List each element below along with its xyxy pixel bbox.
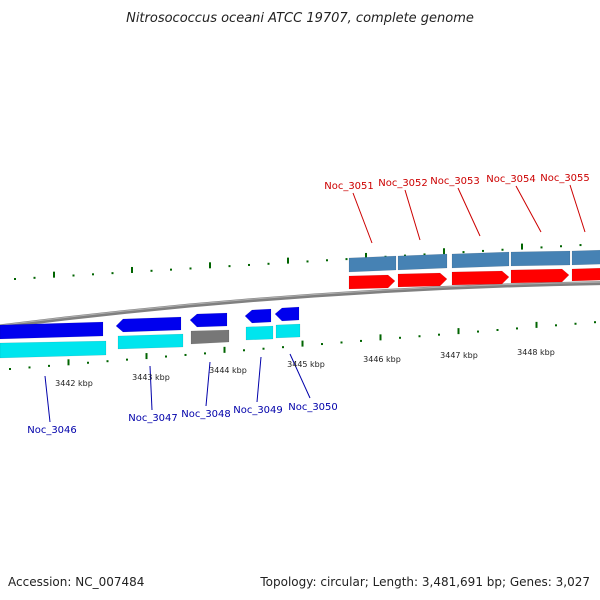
ruler-label: 3445 kbp xyxy=(287,360,325,369)
gene-label-noc-3054: Noc_3054 xyxy=(486,174,536,185)
leader-line xyxy=(457,187,481,237)
gene-label-noc-3053: Noc_3053 xyxy=(430,176,480,187)
pseudo-gene-noc-3048 xyxy=(190,329,230,345)
leader-line xyxy=(256,356,262,403)
gene-noc-3047 xyxy=(117,333,184,350)
cds-noc-3050 xyxy=(274,306,300,322)
gene-label-noc-3047: Noc_3047 xyxy=(128,413,178,424)
ruler-label: 3444 kbp xyxy=(209,366,247,375)
ruler-label: 3443 kbp xyxy=(132,373,170,382)
ruler-label: 3448 kbp xyxy=(517,348,555,357)
gene-noc-3046 xyxy=(0,340,107,359)
topology-text: Topology: circular; Length: 3,481,691 bp… xyxy=(259,575,590,589)
cds-noc-3052 xyxy=(397,272,448,288)
gene-label-noc-3046: Noc_3046 xyxy=(27,425,77,436)
ruler-label: 3446 kbp xyxy=(363,355,401,364)
cds-noc-3049 xyxy=(244,308,272,324)
leader-line xyxy=(205,361,211,407)
ruler-label: 3442 kbp xyxy=(55,379,93,388)
gene-label-noc-3048: Noc_3048 xyxy=(181,409,231,420)
genome-backbone-highlight xyxy=(0,281,600,326)
gene-noc-3054 xyxy=(510,250,571,267)
lower-tick-row xyxy=(9,321,596,370)
gene-noc-3051 xyxy=(397,253,448,271)
gene-labels: Noc_3046 Noc_3047 Noc_3048 Noc_3049 Noc_3050… xyxy=(27,173,590,436)
cds-noc-3053 xyxy=(451,270,510,286)
gene-features xyxy=(0,249,600,359)
pseudo-noc-3048 xyxy=(189,312,228,328)
cds-noc-3051 xyxy=(348,274,396,290)
gene-label-noc-3051: Noc_3051 xyxy=(324,181,374,192)
cds-noc-3046 xyxy=(0,321,104,340)
gene-noc-3051 xyxy=(348,255,397,273)
cds-noc-3054 xyxy=(510,268,570,284)
label-leaders xyxy=(44,184,586,423)
gene-label-noc-3055: Noc_3055 xyxy=(540,173,590,184)
gene-label-noc-3050: Noc_3050 xyxy=(288,402,338,413)
gene-label-noc-3049: Noc_3049 xyxy=(233,405,283,416)
leader-line xyxy=(515,185,542,233)
gene-label-noc-3052: Noc_3052 xyxy=(378,178,428,189)
cds-noc-3055 xyxy=(571,267,600,282)
leader-line xyxy=(352,192,373,244)
accession-text: Accession: NC_007484 xyxy=(8,575,144,589)
gene-noc-3050 xyxy=(275,323,301,339)
genome-backbone xyxy=(0,281,600,329)
gene-noc-3053 xyxy=(451,251,510,269)
leader-line xyxy=(149,365,153,411)
map-title: Nitrosococcus oceani ATCC 19707, complet… xyxy=(126,11,474,26)
leader-line xyxy=(404,189,421,241)
gene-noc-3055 xyxy=(571,249,600,266)
leader-line xyxy=(569,184,586,233)
leader-line xyxy=(44,375,51,423)
upper-tick-row xyxy=(14,243,582,280)
ruler-label: 3447 kbp xyxy=(440,351,478,360)
gene-noc-3049 xyxy=(245,325,274,341)
kbp-ruler-labels: 3442 kbp 3443 kbp 3444 kbp 3445 kbp 3446 kbp… xyxy=(55,348,555,388)
cds-noc-3047 xyxy=(115,316,182,333)
leader-line xyxy=(289,353,311,399)
